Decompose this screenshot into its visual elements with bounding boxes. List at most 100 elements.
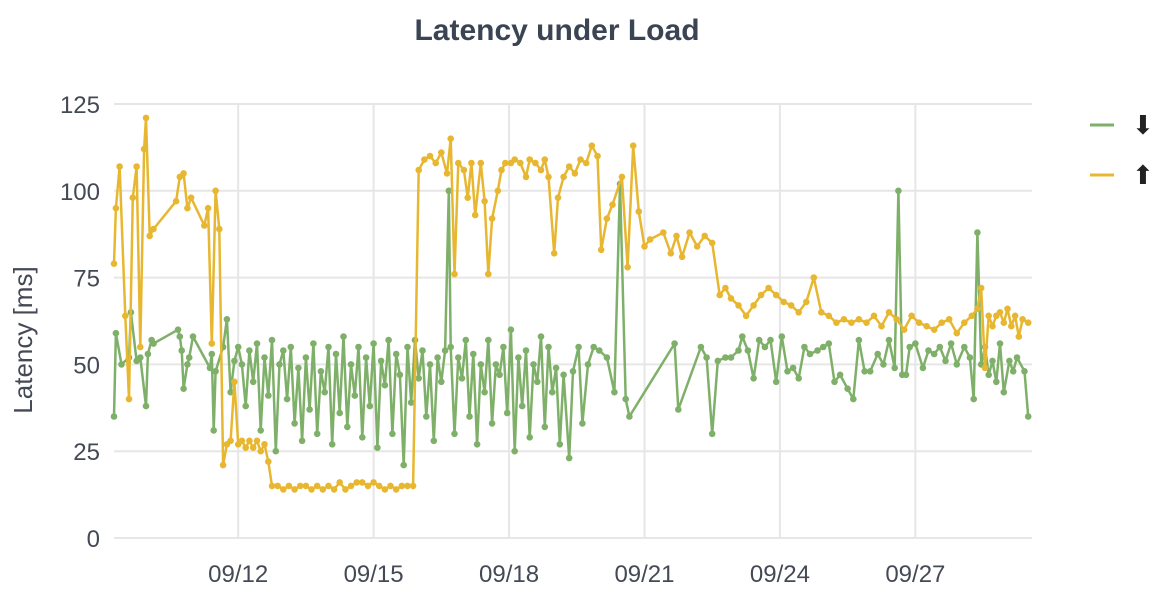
data-point	[968, 312, 976, 320]
x-tick-label: 09/24	[750, 561, 810, 588]
data-point	[772, 291, 780, 299]
data-point	[560, 173, 567, 181]
data-point	[671, 340, 678, 347]
data-point	[392, 350, 400, 358]
data-point	[496, 371, 503, 379]
data-point	[1024, 319, 1032, 327]
data-point	[110, 260, 118, 268]
data-point	[938, 319, 945, 327]
data-point	[381, 381, 389, 389]
data-point	[310, 340, 317, 347]
data-point	[330, 486, 338, 493]
data-point	[471, 211, 479, 219]
data-point	[919, 364, 927, 372]
data-point	[697, 343, 705, 351]
data-point	[819, 343, 827, 351]
data-point	[238, 437, 246, 445]
data-point	[708, 430, 716, 438]
data-point	[765, 284, 772, 292]
data-point	[945, 316, 953, 323]
data-point	[261, 441, 268, 448]
data-point	[485, 336, 492, 344]
data-point	[344, 423, 351, 431]
data-point	[767, 336, 774, 344]
data-point	[430, 437, 438, 445]
data-point	[772, 378, 780, 386]
data-point	[953, 329, 961, 337]
data-point	[565, 454, 573, 462]
data-point	[208, 340, 216, 347]
data-point	[609, 201, 616, 208]
data-point	[744, 347, 752, 354]
data-point	[464, 194, 472, 201]
data-point	[477, 361, 485, 368]
data-point	[810, 274, 818, 281]
data-point	[560, 371, 567, 379]
data-point	[377, 357, 385, 365]
data-point	[660, 229, 667, 236]
chart-title: Latency under Load	[414, 14, 699, 47]
data-point	[925, 347, 932, 354]
data-point	[216, 225, 223, 233]
data-point	[116, 163, 123, 170]
data-point	[451, 270, 458, 278]
legend[interactable]: ⬇⬆	[1090, 110, 1154, 190]
data-point	[942, 357, 949, 365]
data-point	[906, 343, 913, 351]
data-point	[150, 340, 157, 347]
data-point	[735, 302, 742, 309]
data-point	[434, 354, 441, 361]
data-point	[374, 444, 381, 452]
data-point	[355, 343, 362, 351]
data-point	[597, 246, 605, 254]
data-point	[492, 361, 500, 368]
data-point	[947, 340, 955, 347]
x-tick-label: 09/18	[479, 561, 539, 588]
data-point	[1013, 354, 1021, 361]
data-point	[242, 444, 249, 452]
data-point	[276, 361, 283, 368]
data-point	[552, 364, 560, 372]
data-point	[667, 250, 675, 257]
data-point	[129, 194, 137, 201]
data-point	[268, 336, 276, 344]
data-point	[866, 368, 874, 375]
data-point	[900, 326, 908, 334]
data-point	[234, 343, 242, 351]
data-point	[750, 302, 757, 309]
data-point	[287, 343, 295, 351]
legend-label: ⬆	[1132, 160, 1154, 190]
data-point	[447, 343, 455, 351]
data-point	[735, 347, 742, 354]
legend-item-1[interactable]: ⬆	[1090, 160, 1154, 190]
data-point	[441, 347, 449, 354]
data-point	[795, 309, 802, 316]
data-point	[285, 482, 293, 490]
data-point	[253, 437, 261, 445]
data-point	[1008, 322, 1015, 330]
data-point	[789, 364, 797, 372]
data-point	[317, 368, 325, 375]
data-point	[340, 333, 347, 340]
data-point	[302, 482, 310, 490]
data-point	[447, 135, 455, 142]
data-point	[588, 142, 596, 149]
data-point	[534, 378, 541, 386]
data-point	[1015, 333, 1023, 340]
data-point	[432, 159, 440, 167]
legend-item-0[interactable]: ⬇	[1090, 110, 1154, 140]
data-point	[618, 173, 626, 181]
data-point	[550, 250, 558, 257]
data-point	[336, 479, 344, 486]
data-point	[174, 326, 182, 334]
data-point	[204, 204, 212, 212]
data-point	[325, 343, 332, 351]
data-point	[458, 375, 466, 382]
data-point	[554, 194, 562, 201]
data-point	[1021, 368, 1028, 375]
data-point	[261, 354, 268, 361]
series-line	[112, 182, 1030, 467]
data-point	[404, 482, 411, 490]
data-point	[801, 343, 808, 351]
data-point	[863, 319, 870, 327]
